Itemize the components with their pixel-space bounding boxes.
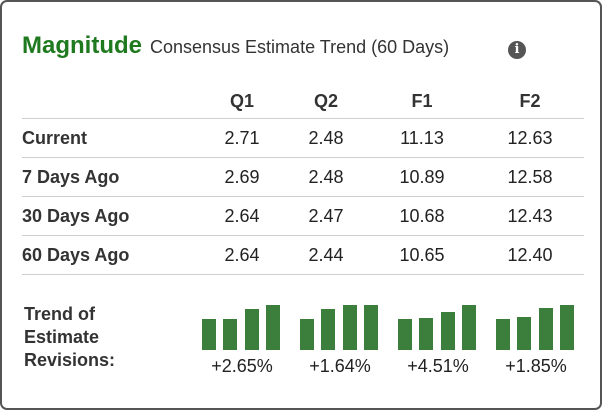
revision-trend-bar [419, 318, 434, 350]
row-label: 30 Days Ago [22, 196, 200, 236]
sparkline-f2: +1.85% [496, 294, 576, 380]
revision-trend-bar [440, 312, 455, 350]
column-header-f1: F1 [368, 84, 476, 119]
table-row: 7 Days Ago 2.69 2.48 10.89 12.58 [22, 157, 584, 197]
revision-percent: +1.85% [505, 356, 567, 376]
estimate-trend-table: Q1 Q2 F1 F2 Current 2.71 2.48 11.13 12.6… [22, 84, 584, 275]
sparkline-f1: +4.51% [398, 294, 478, 380]
sparkline-bars [300, 294, 380, 350]
table-cell: 11.13 [368, 118, 476, 158]
table-row: 60 Days Ago 2.64 2.44 10.65 12.40 [22, 235, 584, 275]
table-cell: 2.64 [200, 235, 284, 275]
table-cell: 12.63 [475, 118, 584, 158]
revision-trend-bar [538, 308, 553, 350]
revision-trend-bar [244, 309, 259, 350]
sparkline-q1: +2.65% [202, 294, 282, 380]
table-row: Current 2.71 2.48 11.13 12.63 [22, 118, 584, 158]
table-corner [22, 84, 200, 119]
revision-trend-bar [202, 319, 216, 350]
sparkline-bars [496, 294, 576, 350]
revision-trend-bar [363, 305, 378, 350]
table-cell: 2.48 [284, 157, 368, 197]
column-header-q2: Q2 [284, 84, 368, 119]
table-cell: 12.58 [475, 157, 584, 197]
sparkline-q2: +1.64% [300, 294, 380, 380]
trend-label-line: Trend of [24, 304, 95, 324]
table-cell: 2.48 [284, 118, 368, 158]
revision-trend-bar [300, 319, 314, 350]
revision-trend-bar [342, 305, 357, 350]
revision-percent: +1.64% [309, 356, 371, 376]
row-label: 60 Days Ago [22, 235, 200, 275]
trend-of-revisions-label: Trend of Estimate Revisions: [24, 303, 115, 372]
trend-label-line: Estimate [24, 327, 100, 347]
table-cell: 10.68 [368, 196, 476, 236]
revision-trend-bar [517, 317, 532, 350]
table-cell: 2.47 [284, 196, 368, 236]
info-icon[interactable]: i [508, 41, 526, 59]
column-header-q1: Q1 [200, 84, 284, 119]
table-header-row: Q1 Q2 F1 F2 [22, 84, 584, 119]
trend-label-line: Revisions: [24, 350, 116, 370]
revision-trend-bar [223, 319, 238, 350]
table-cell: 12.43 [475, 196, 584, 236]
sparkline-bars [398, 294, 478, 350]
table-cell: 10.89 [368, 157, 476, 197]
card-title: Magnitude [22, 32, 142, 59]
sparkline-bars [202, 294, 282, 350]
revision-trend-bar [265, 305, 280, 350]
revision-trend-bar [496, 319, 510, 350]
card-header: Magnitude Consensus Estimate Trend (60 D… [22, 32, 449, 66]
table-cell: 2.69 [200, 157, 284, 197]
card-subtitle: Consensus Estimate Trend (60 Days) [150, 37, 450, 57]
revision-trend-bar [461, 305, 476, 350]
revision-percent: +4.51% [407, 356, 469, 376]
revision-trend-bar [321, 308, 336, 350]
table-cell: 10.65 [368, 235, 476, 275]
table-row: 30 Days Ago 2.64 2.47 10.68 12.43 [22, 196, 584, 236]
table-cell: 2.64 [200, 196, 284, 236]
revision-percent: +2.65% [211, 356, 273, 376]
revision-trend-bar [398, 319, 412, 350]
table-cell: 2.44 [284, 235, 368, 275]
column-header-f2: F2 [475, 84, 584, 119]
revision-trend-bar [559, 305, 574, 350]
row-label: Current [22, 118, 200, 158]
row-label: 7 Days Ago [22, 157, 200, 197]
table-cell: 2.71 [200, 118, 284, 158]
table-cell: 12.40 [475, 235, 584, 275]
